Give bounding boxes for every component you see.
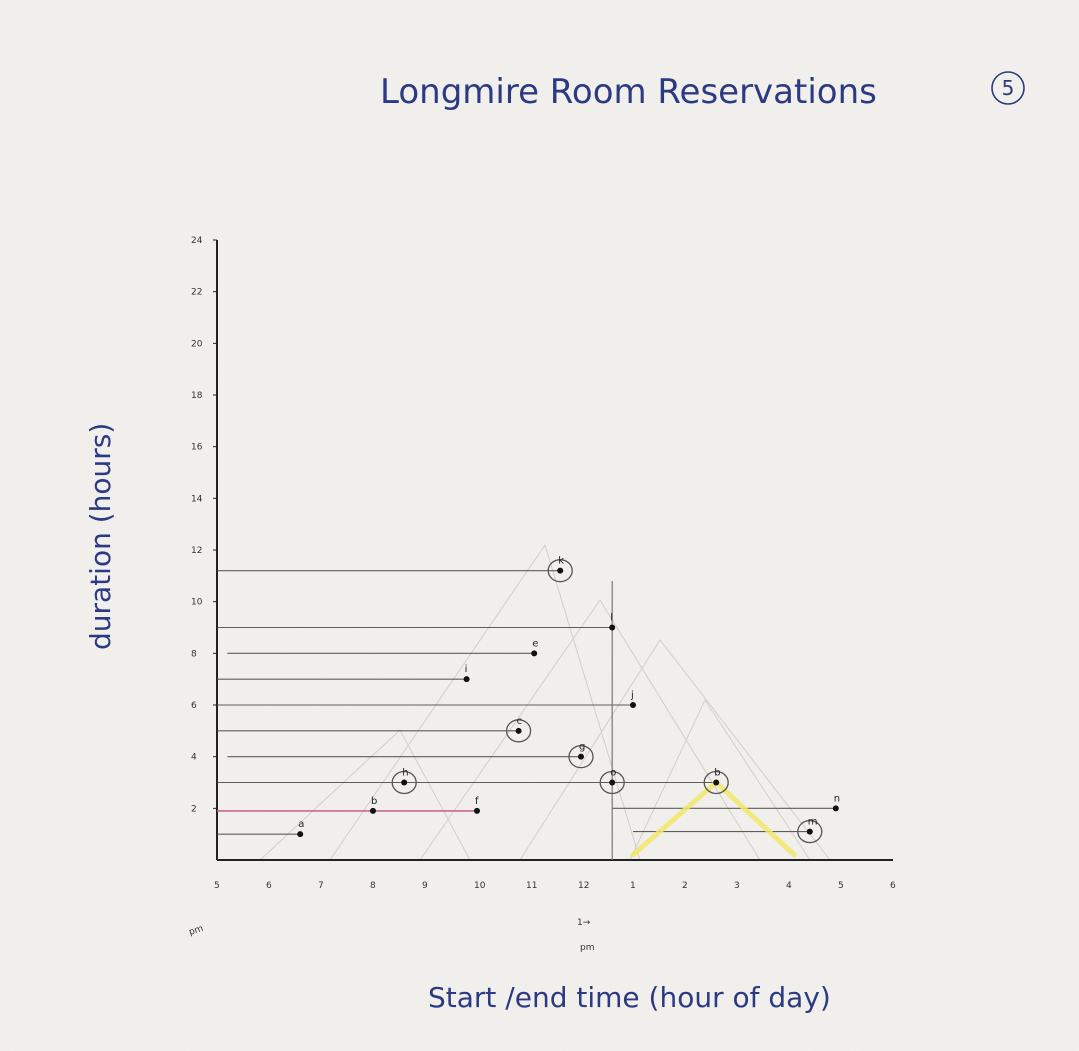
point-circle: [568, 745, 594, 769]
data-point: [531, 650, 538, 657]
data-point-label: i: [465, 664, 468, 675]
x-tick-label: 8: [370, 881, 376, 891]
data-point: [557, 567, 564, 574]
page-number: 5: [1002, 76, 1015, 100]
data-point: [713, 779, 720, 786]
point-circle: [703, 770, 729, 795]
y-tick-label: 16: [191, 443, 203, 453]
x-tick-label: 5: [838, 881, 844, 891]
data-point-label: c: [517, 716, 523, 727]
x-tick-label: 3: [734, 881, 740, 891]
data-point-label: j: [630, 690, 634, 701]
data-point-label: b: [371, 796, 377, 807]
y-axis-label: duration (hours): [84, 423, 117, 650]
data-point: [832, 805, 839, 812]
data-point: [609, 624, 616, 631]
x-tick-label: 5: [214, 881, 220, 891]
y-tick-label: 20: [191, 339, 203, 349]
data-point-label: n: [834, 793, 840, 804]
x-tick-label: 7: [318, 881, 324, 891]
y-tick-label: 10: [191, 598, 203, 608]
data-point-label: m: [808, 817, 818, 828]
y-tick-label: 2: [191, 804, 197, 814]
data-point-label: h: [402, 768, 408, 779]
data-point-label: f: [475, 796, 479, 807]
x-tick-label: 11: [526, 881, 537, 891]
data-point: [370, 807, 376, 814]
x-tick-labels: 5 6 7 8 9 10 11 12 1 2 3 4 5 6: [214, 881, 896, 891]
y-tick-label: 6: [191, 701, 197, 711]
page-number-badge: 5: [991, 71, 1025, 105]
data-point-label: e: [532, 638, 538, 649]
y-tick-label: 12: [191, 546, 202, 556]
svg-text:1→: 1→: [577, 918, 591, 928]
data-point: [474, 807, 480, 814]
data-point: [463, 676, 470, 683]
data-point-label: g: [579, 742, 585, 753]
y-tick-label: 18: [191, 391, 203, 401]
data-point: [515, 727, 522, 734]
data-point-label: a: [298, 819, 304, 830]
data-point-label: b: [714, 768, 720, 779]
x-tick-label: 6: [890, 881, 896, 891]
page-number-circle: [991, 71, 1025, 105]
data-point: [806, 828, 813, 835]
data-points: a b h f i c e k g l o j b m n: [297, 556, 840, 844]
x-tick-label: 10: [474, 881, 486, 891]
data-point-label: k: [558, 556, 564, 567]
point-circle: [391, 770, 417, 795]
x-tick-label: 1: [630, 881, 636, 891]
data-point-label: l: [610, 613, 613, 624]
data-point: [609, 779, 616, 786]
x-tick-label: 12: [578, 881, 589, 891]
point-circle: [599, 770, 625, 795]
y-tick-label: 14: [191, 494, 203, 504]
point-circle: [505, 719, 532, 743]
point-circle: [797, 819, 823, 844]
x-tick-label: 4: [786, 881, 792, 891]
y-tick-label: 24: [191, 236, 203, 246]
chart-title: Longmire Room Reservations: [380, 72, 877, 112]
y-tick-label: 22: [191, 288, 202, 298]
guide-lines: [217, 570, 836, 835]
data-point: [297, 831, 304, 838]
x-axis-label: Start /end time (hour of day): [428, 981, 831, 1014]
faint-sketch-lines: [259, 543, 831, 861]
data-point: [578, 753, 584, 760]
y-tick-label: 4: [191, 753, 197, 763]
point-circle: [547, 559, 573, 583]
y-tick-label: 8: [191, 649, 197, 659]
x-tick-label: 2: [682, 881, 688, 891]
data-point-label: o: [610, 768, 616, 779]
x-tick-label: 9: [422, 881, 428, 891]
svg-text:pm: pm: [580, 943, 594, 953]
one-pm-annotation: 1→ pm: [577, 918, 594, 953]
data-point: [401, 779, 408, 786]
data-point: [630, 702, 636, 708]
x-tick-label: 6: [266, 881, 272, 891]
pm-annotation: pm: [188, 924, 205, 938]
